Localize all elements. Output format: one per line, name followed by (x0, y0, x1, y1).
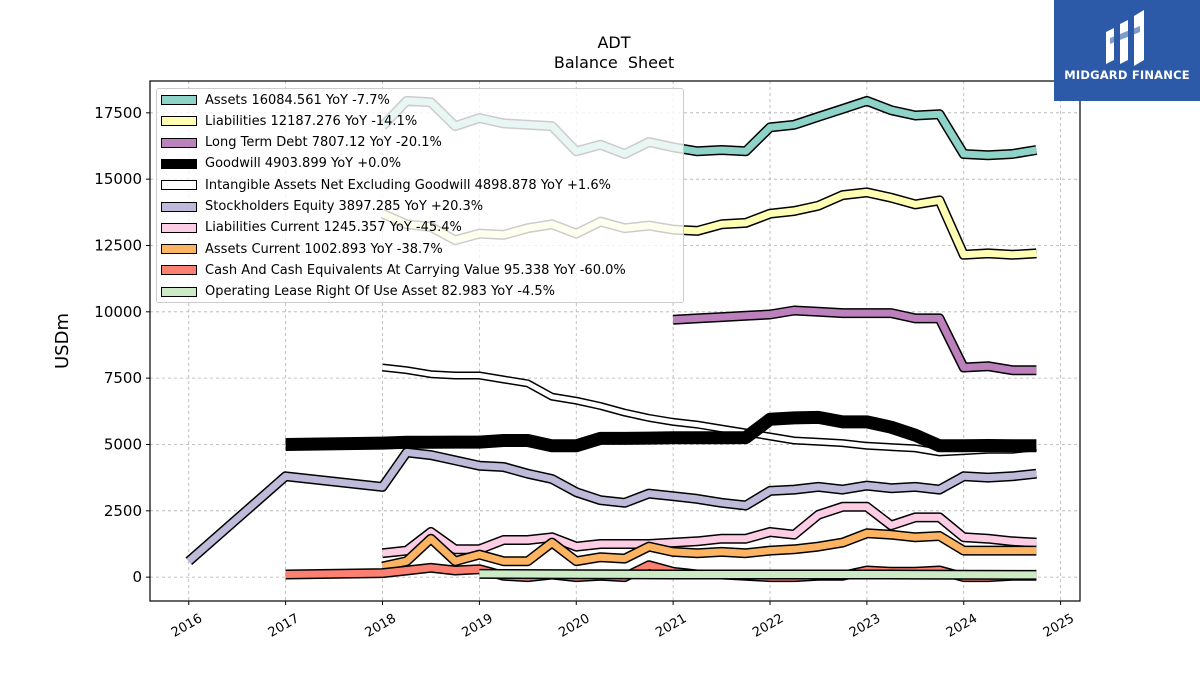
legend-swatch (161, 222, 197, 233)
y-tick-label: 2500 (104, 502, 142, 520)
legend-label: Liabilities 12187.276 YoY -14.1% (205, 113, 418, 129)
liabilities-current-line (382, 503, 1037, 557)
x-tick-label: 2018 (363, 611, 399, 641)
y-axis-ticks: 0 2500 5000 7500 10000 12500 15000 17500 (94, 104, 150, 586)
x-tick-label: 2023 (847, 611, 883, 641)
y-tick-label: 5000 (104, 435, 142, 453)
brand-logo: MIDGARD FINANCE (1054, 0, 1200, 101)
goodwill-line-outline (285, 410, 1037, 453)
legend-label: Cash And Cash Equivalents At Carrying Va… (205, 262, 626, 278)
legend-label: Long Term Debt 7807.12 YoY -20.1% (205, 135, 442, 151)
legend-label: Stockholders Equity 3897.285 YoY +20.3% (205, 199, 484, 214)
y-tick-label: 10000 (94, 303, 142, 321)
legend-item: Liabilities 12187.276 YoY -14.1% (161, 111, 417, 131)
y-tick-label: 7500 (104, 369, 142, 387)
legend-item: Long Term Debt 7807.12 YoY -20.1% (161, 133, 442, 153)
operating-lease-right-of-use-asset-line (479, 570, 1037, 579)
series-lines (185, 95, 1038, 583)
x-tick-label: 2017 (266, 611, 302, 641)
legend-item: Assets Current 1002.893 YoY -38.7% (161, 239, 443, 259)
legend-label: Operating Lease Right Of Use Asset 82.98… (205, 284, 555, 300)
legend: Assets 16084.561 YoY -7.7% Liabilities 12… (156, 88, 684, 303)
midgard-logo-icon (1106, 10, 1144, 66)
legend-swatch (161, 244, 197, 255)
legend-item: Assets 16084.561 YoY -7.7% (161, 90, 390, 110)
legend-item: Goodwill 4903.899 YoY +0.0% (161, 154, 401, 174)
intangible-assets-net-excluding-goodwill-line (382, 365, 1037, 455)
x-tick-label: 2016 (169, 611, 205, 641)
legend-swatch (161, 201, 197, 212)
x-axis-ticks: 2016 2017 2018 2019 2020 2021 2022 2023 2024 2025 (169, 601, 1077, 641)
y-axis-label: USDm (52, 313, 73, 369)
legend-swatch (161, 286, 197, 297)
x-tick-label: 2025 (1041, 611, 1077, 641)
chart-title: ADT (597, 33, 630, 52)
y-tick-label: 12500 (94, 236, 142, 254)
legend-label: Assets 16084.561 YoY -7.7% (205, 92, 390, 108)
legend-swatch (161, 137, 197, 148)
plot-area-frame (149, 80, 1081, 602)
x-tick-label: 2021 (653, 611, 689, 641)
legend-swatch (161, 180, 197, 191)
y-tick-label: 0 (132, 568, 142, 586)
stockholders-equity-line (186, 448, 1037, 564)
legend-item: Liabilities Current 1245.357 YoY -45.4% (161, 218, 462, 238)
assets-current-line (381, 529, 1037, 570)
legend-item: Cash And Cash Equivalents At Carrying Va… (161, 260, 626, 280)
legend-swatch (161, 265, 197, 276)
legend-swatch (161, 116, 197, 127)
legend-item: Operating Lease Right Of Use Asset 82.98… (161, 282, 555, 302)
legend-item: Stockholders Equity 3897.285 YoY +20.3% (161, 197, 483, 217)
legend-swatch (161, 95, 197, 105)
y-tick-label: 15000 (94, 170, 142, 188)
y-tick-label: 17500 (94, 104, 142, 122)
legend-label: Liabilities Current 1245.357 YoY -45.4% (205, 220, 462, 236)
brand-name: MIDGARD FINANCE (1064, 68, 1190, 82)
legend-label: Goodwill 4903.899 YoY +0.0% (205, 156, 402, 172)
legend-item: Intangible Assets Net Excluding Goodwill… (161, 175, 611, 195)
x-tick-label: 2024 (944, 611, 980, 641)
x-tick-label: 2019 (460, 611, 496, 641)
legend-label: Assets Current 1002.893 YoY -38.7% (205, 241, 443, 257)
chart-subtitle: Balance Sheet (554, 53, 674, 72)
x-tick-label: 2020 (556, 611, 592, 641)
x-tick-label: 2022 (750, 611, 786, 641)
long-term-debt-line (672, 307, 1037, 374)
legend-swatch (161, 158, 197, 169)
legend-label: Intangible Assets Net Excluding Goodwill… (205, 177, 611, 193)
